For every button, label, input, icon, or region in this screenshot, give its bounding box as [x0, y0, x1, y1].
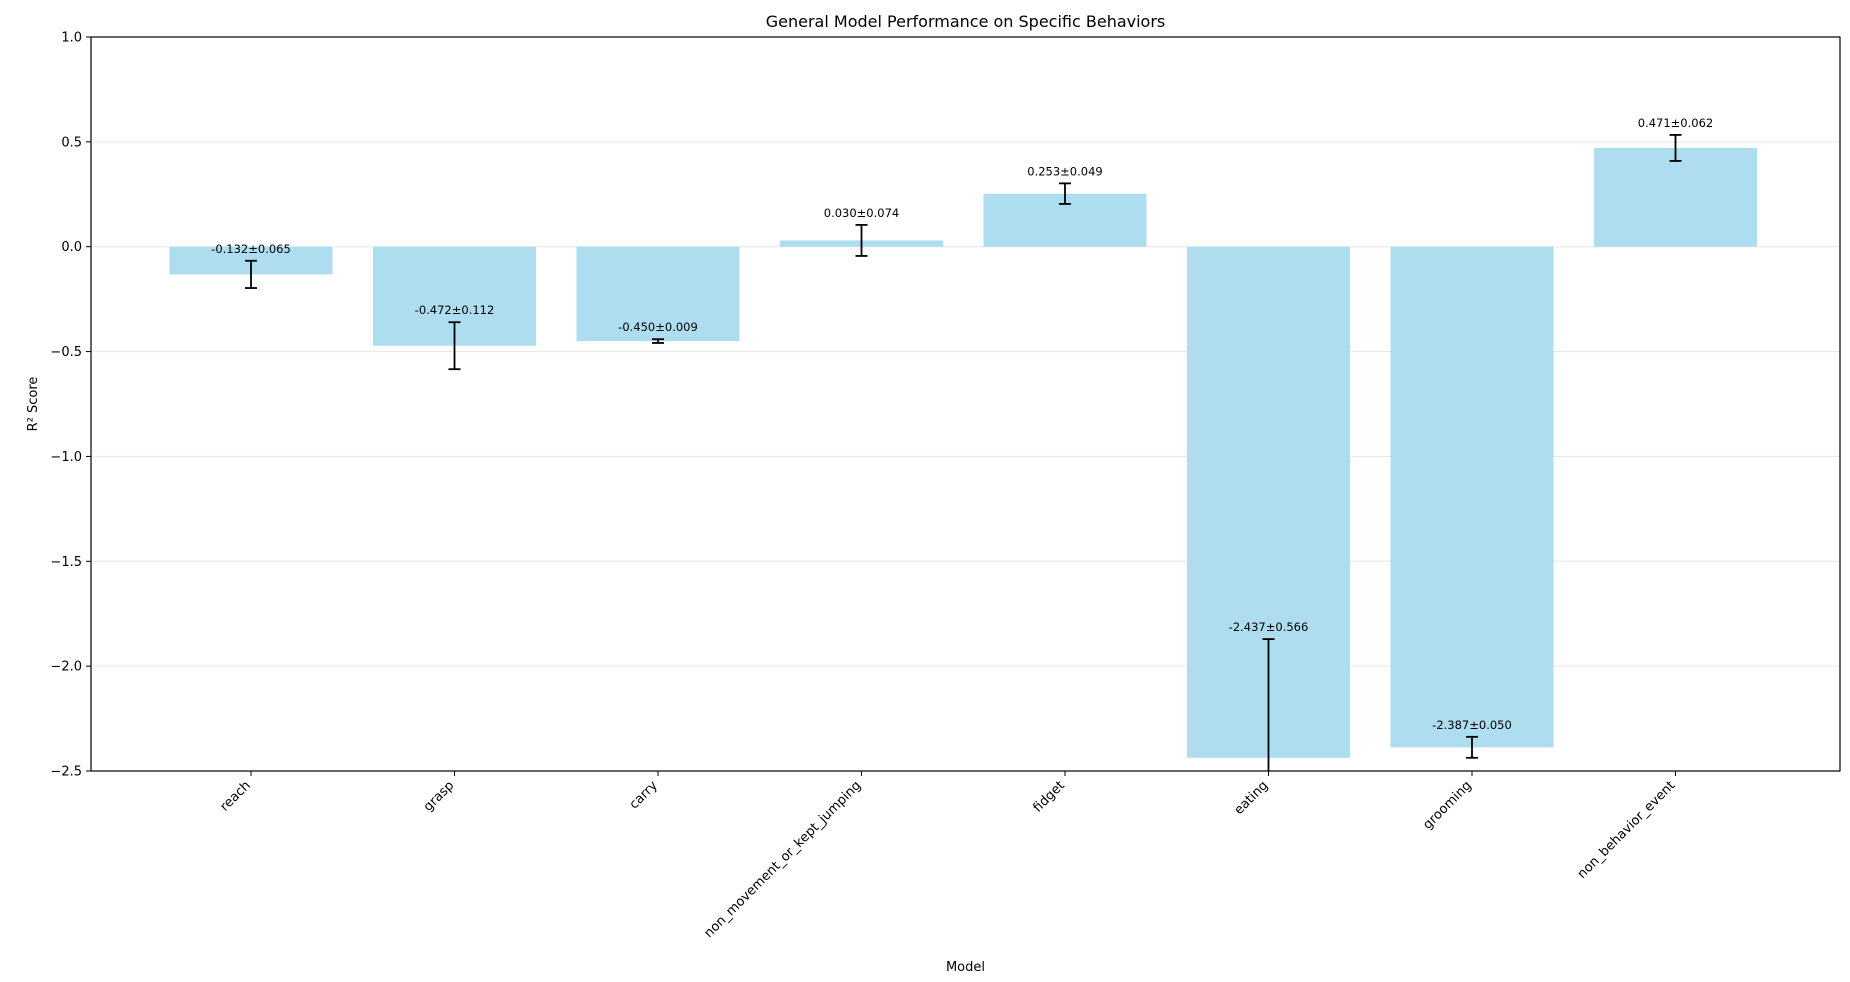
grid-lines: [91, 36, 1840, 772]
x-tick-label-fidget: fidget: [1030, 778, 1067, 815]
error-bar-eating: [1262, 638, 1275, 771]
error-bar-grasp: [448, 321, 461, 371]
x-tick-label-eating: eating: [1232, 778, 1272, 818]
x-tick-label-grooming: grooming: [1420, 778, 1474, 832]
data-labels: -0.132±0.065 -0.472±0.112 -0.450±0.009 0.03…: [211, 116, 1713, 732]
data-label: -0.450±0.009: [618, 320, 698, 334]
y-tick-label: −0.5: [50, 345, 82, 360]
y-tick-label: 1.0: [61, 31, 82, 46]
y-tick-label: −2.0: [50, 660, 82, 675]
error-bar-carry: [652, 338, 664, 344]
error-bar-fidget: [1059, 182, 1071, 205]
x-axis-ticks: reach grasp carry non_movement_or_kept_jump…: [217, 771, 1678, 941]
error-bar-reach: [245, 259, 257, 289]
data-label: 0.253±0.049: [1027, 164, 1102, 178]
data-label: 0.471±0.062: [1638, 116, 1713, 130]
data-label: -2.437±0.566: [1229, 620, 1309, 634]
chart-title: General Model Performance on Specific Be…: [766, 12, 1166, 31]
data-label: -2.387±0.050: [1432, 718, 1512, 732]
bar-carry: [576, 246, 740, 342]
y-tick-label: 0.5: [61, 135, 82, 150]
data-label: -0.132±0.065: [211, 242, 291, 256]
error-bars: [245, 134, 1682, 771]
error-bar-grooming: [1466, 735, 1478, 759]
y-axis-ticks: 1.0 0.5 0.0 −0.5 −1.0 −1.5 −2.0 −2.5: [50, 31, 91, 780]
y-axis-label: R² Score: [26, 377, 41, 432]
error-bar-non_movement_or_kept_jumping: [855, 224, 868, 257]
data-label: 0.030±0.074: [824, 206, 899, 220]
x-tick-label-grasp: grasp: [421, 778, 457, 814]
error-bar-non_behavior_event: [1669, 134, 1682, 162]
x-tick-label-non_behavior_event: non_behavior_event: [1575, 778, 1679, 882]
bar-grooming: [1390, 246, 1554, 748]
plot-frame: [90, 36, 1841, 772]
y-tick-label: −1.0: [50, 450, 82, 465]
x-axis-label: Model: [946, 960, 985, 975]
y-tick-label: −1.5: [50, 555, 82, 570]
data-label: -0.472±0.112: [415, 303, 495, 317]
x-tick-label-carry: carry: [627, 778, 661, 812]
bars: [169, 147, 1757, 758]
x-tick-label-non_movement_or_kept_jumping: non_movement_or_kept_jumping: [701, 778, 864, 941]
bar-non_behavior_event: [1594, 147, 1757, 247]
y-tick-label: 0.0: [61, 240, 82, 255]
x-tick-label-reach: reach: [217, 778, 253, 814]
y-tick-label: −2.5: [50, 765, 82, 780]
